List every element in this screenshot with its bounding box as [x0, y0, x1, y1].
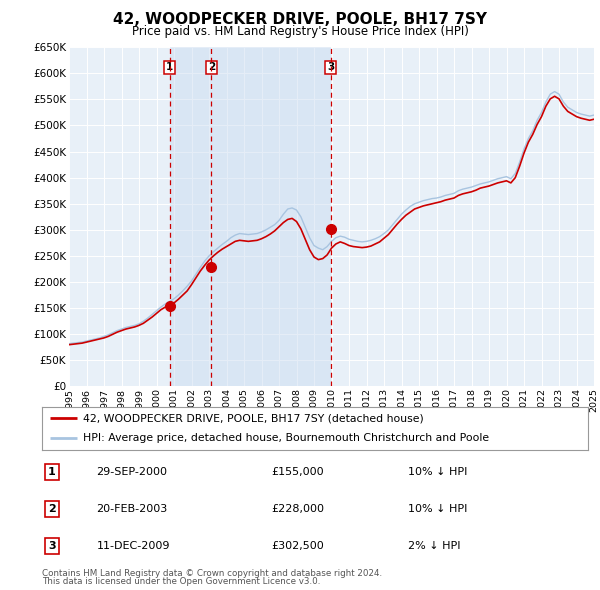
Text: 10% ↓ HPI: 10% ↓ HPI: [408, 504, 467, 514]
Text: 42, WOODPECKER DRIVE, POOLE, BH17 7SY: 42, WOODPECKER DRIVE, POOLE, BH17 7SY: [113, 12, 487, 27]
Text: HPI: Average price, detached house, Bournemouth Christchurch and Poole: HPI: Average price, detached house, Bour…: [83, 433, 489, 443]
Text: Price paid vs. HM Land Registry's House Price Index (HPI): Price paid vs. HM Land Registry's House …: [131, 25, 469, 38]
Text: Contains HM Land Registry data © Crown copyright and database right 2024.: Contains HM Land Registry data © Crown c…: [42, 569, 382, 578]
Text: 20-FEB-2003: 20-FEB-2003: [97, 504, 168, 514]
Text: This data is licensed under the Open Government Licence v3.0.: This data is licensed under the Open Gov…: [42, 577, 320, 586]
Text: £155,000: £155,000: [271, 467, 324, 477]
Text: 2: 2: [48, 504, 56, 514]
Text: 29-SEP-2000: 29-SEP-2000: [97, 467, 167, 477]
Text: 2% ↓ HPI: 2% ↓ HPI: [408, 541, 460, 551]
Text: 1: 1: [166, 63, 173, 73]
Text: £302,500: £302,500: [271, 541, 324, 551]
Text: 11-DEC-2009: 11-DEC-2009: [97, 541, 170, 551]
Text: £228,000: £228,000: [271, 504, 325, 514]
Text: 3: 3: [327, 63, 334, 73]
Text: 3: 3: [48, 541, 56, 551]
Text: 42, WOODPECKER DRIVE, POOLE, BH17 7SY (detached house): 42, WOODPECKER DRIVE, POOLE, BH17 7SY (d…: [83, 413, 424, 423]
Bar: [211, 47, 331, 386]
Text: 10% ↓ HPI: 10% ↓ HPI: [408, 467, 467, 477]
Text: 2: 2: [208, 63, 215, 73]
Text: 1: 1: [48, 467, 56, 477]
Bar: [170, 47, 211, 386]
